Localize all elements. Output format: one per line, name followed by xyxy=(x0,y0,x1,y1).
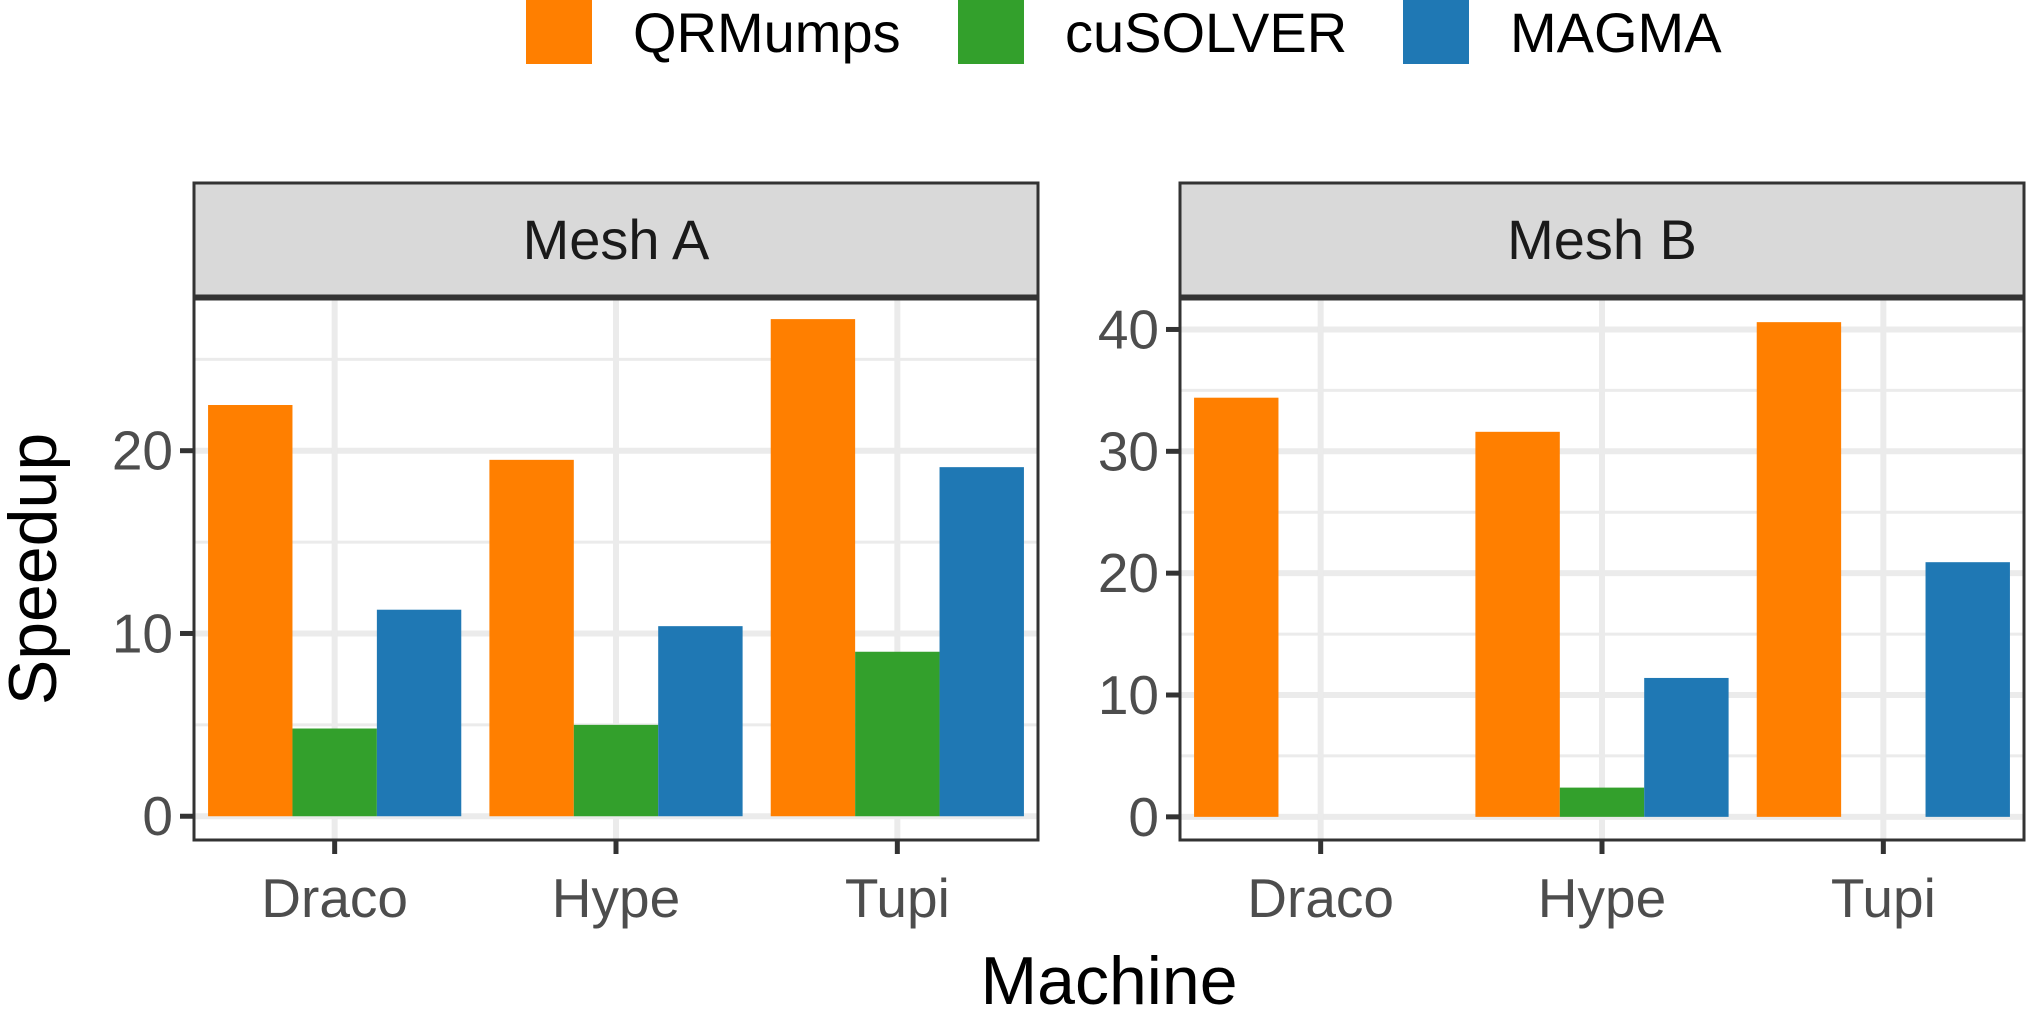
x-tick-label-tupi: Tupi xyxy=(845,867,950,929)
facet-title-mesh-b: Mesh B xyxy=(1507,208,1697,271)
facet-strip-mesh-a xyxy=(192,181,1040,298)
bar-magma-tupi xyxy=(1925,562,2010,817)
x-tick-label-draco: Draco xyxy=(1247,867,1394,929)
bar-cusolver-tupi xyxy=(855,651,940,817)
bar-magma-hype xyxy=(658,626,743,817)
x-tick-label-draco: Draco xyxy=(261,867,408,929)
bar-magma-hype xyxy=(1644,677,1729,817)
y-tick-label: 30 xyxy=(1098,420,1159,482)
legend-label-cusolver: cuSOLVER xyxy=(1065,1,1347,64)
bar-magma-tupi xyxy=(939,467,1024,817)
y-tick-label: 10 xyxy=(1098,664,1159,726)
legend-label-magma: MAGMA xyxy=(1510,1,1722,64)
y-tick-label: 0 xyxy=(1128,786,1159,848)
bar-qrmumps-draco xyxy=(1194,397,1279,817)
y-axis-title: Speedup xyxy=(0,433,71,705)
legend-key-cusolver xyxy=(958,0,1024,64)
bar-qrmumps-tupi xyxy=(1756,322,1842,817)
facet-strip-mesh-b xyxy=(1178,181,2026,298)
y-tick-label: 40 xyxy=(1098,298,1159,360)
facet-title-mesh-a: Mesh A xyxy=(523,208,710,271)
bar-cusolver-draco xyxy=(292,728,377,817)
y-tick-label: 0 xyxy=(142,785,173,847)
x-tick-label-hype: Hype xyxy=(1538,867,1666,929)
y-tick-label: 20 xyxy=(112,420,173,482)
bar-cusolver-hype xyxy=(1559,787,1645,817)
legend-key-magma xyxy=(1403,0,1469,64)
panel-mesh-b: Mesh B 0 10 20 30 40 Draco Hype Tupi xyxy=(1098,181,2026,929)
facet-panels: Mesh A 0 10 20 Draco Hype Tupi Mesh B 0 10 20 30 40 D… xyxy=(112,181,2026,929)
legend-label-qrmumps: QRMumps xyxy=(633,1,901,64)
x-tick-label-hype: Hype xyxy=(552,867,680,929)
x-axis-title: Machine xyxy=(980,943,1237,1010)
x-tick-label-tupi: Tupi xyxy=(1831,867,1936,929)
y-tick-label: 20 xyxy=(1098,542,1159,604)
bar-cusolver-hype xyxy=(573,724,659,817)
bar-qrmumps-tupi xyxy=(770,319,856,817)
bar-qrmumps-hype xyxy=(489,459,574,817)
y-tick-label: 10 xyxy=(112,602,173,664)
legend: QRMumps cuSOLVER MAGMA xyxy=(526,0,1722,64)
bar-qrmumps-draco xyxy=(208,405,293,817)
panel-mesh-a: Mesh A 0 10 20 Draco Hype Tupi xyxy=(112,181,1040,929)
legend-key-qrmumps xyxy=(526,0,592,64)
bar-qrmumps-hype xyxy=(1475,431,1560,817)
bar-magma-draco xyxy=(376,609,462,817)
